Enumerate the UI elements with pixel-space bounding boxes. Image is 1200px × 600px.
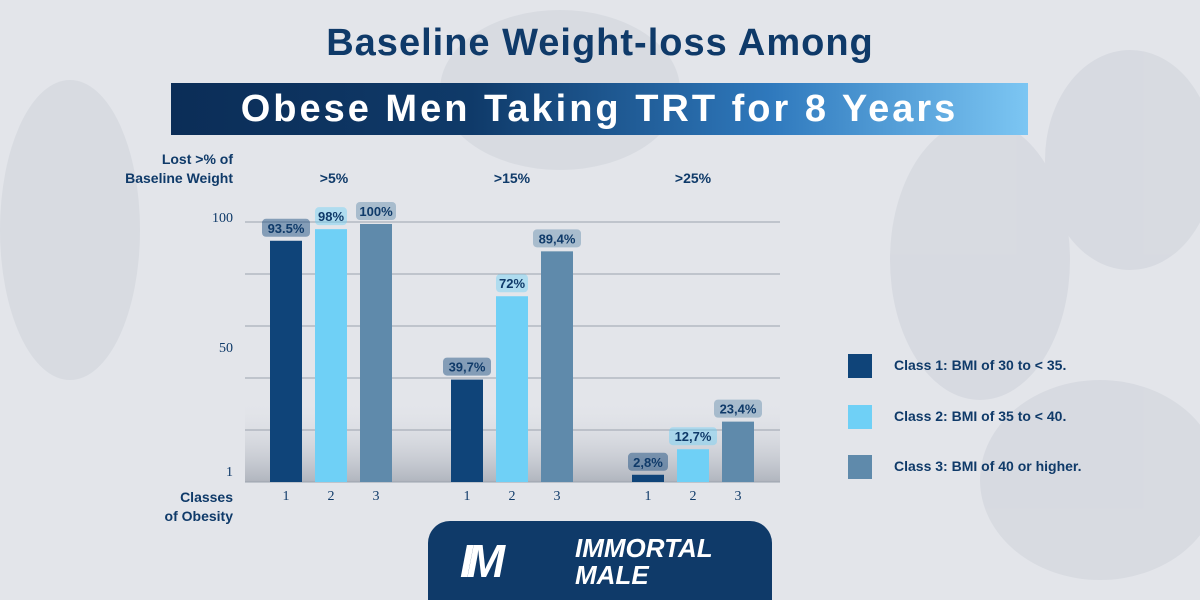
class-tick-label: 2: [328, 489, 335, 504]
data-label-bg: [714, 399, 762, 418]
data-label: 93.5%: [268, 221, 305, 236]
data-label-bg: [356, 202, 396, 220]
legend-label: Class 2: BMI of 35 to < 40.: [894, 408, 1067, 424]
class-tick-label: 2: [509, 489, 516, 504]
bar: [270, 240, 302, 482]
data-label: 100%: [359, 204, 393, 219]
class-tick-label: 2: [690, 489, 697, 504]
bar: [541, 251, 573, 482]
class-tick-label: 3: [735, 489, 742, 504]
data-label-bg: [496, 274, 528, 293]
title-banner: [171, 83, 1028, 135]
data-label: 98%: [318, 209, 344, 224]
legend-swatch: [848, 455, 872, 479]
logo-line2: MALE: [575, 560, 649, 590]
data-label-bg: [262, 218, 310, 237]
bar: [677, 449, 709, 482]
class-tick-label: 1: [645, 489, 652, 504]
data-label: 2,8%: [633, 455, 663, 470]
y-axis-title: Lost >% of Baseline Weight: [40, 150, 233, 188]
bar: [360, 224, 392, 482]
legend-label: Class 3: BMI of 40 or higher.: [894, 458, 1082, 474]
brand-logo: [428, 521, 772, 600]
x-axis-title-line1: Classes: [180, 489, 233, 505]
bar: [632, 474, 664, 482]
class-tick-label: 3: [554, 489, 561, 504]
y-tick-label: 50: [219, 341, 233, 356]
data-label: 23,4%: [720, 402, 757, 417]
data-label: 39,7%: [449, 360, 486, 375]
class-tick-label: 1: [464, 489, 471, 504]
chart-title: Baseline Weight-loss Among: [326, 22, 874, 64]
data-label-bg: [628, 452, 668, 471]
bar: [496, 296, 528, 482]
chart-subtitle: Obese Men Taking TRT for 8 Years: [240, 88, 959, 130]
x-axis-title: Classes of Obesity: [40, 488, 233, 526]
bar: [315, 229, 347, 482]
y-axis-title-line1: Lost >% of: [161, 151, 233, 167]
data-label-bg: [669, 427, 717, 446]
data-label: 89,4%: [539, 231, 576, 246]
y-tick-label: 100: [212, 211, 233, 226]
data-label: 72%: [499, 276, 525, 291]
logo-line1: IMMORTAL: [575, 533, 713, 563]
y-axis-title-line2: Baseline Weight: [125, 170, 233, 186]
data-label-bg: [443, 357, 491, 376]
group-header: >5%: [320, 170, 349, 186]
y-tick-label: 1: [226, 465, 233, 480]
data-label-bg: [533, 229, 581, 248]
legend-swatch: [848, 405, 872, 429]
legend-label: Class 1: BMI of 30 to < 35.: [894, 357, 1067, 373]
group-header: >25%: [675, 170, 712, 186]
x-axis-title-line2: of Obesity: [164, 508, 233, 524]
logo-mark: IM: [460, 535, 505, 587]
class-tick-label: 1: [283, 489, 290, 504]
bar: [722, 421, 754, 482]
bar: [451, 379, 483, 482]
data-label: 12,7%: [675, 429, 712, 444]
class-tick-label: 3: [373, 489, 380, 504]
logo-wordmark: IMMORTAL MALE: [575, 535, 713, 589]
legend-swatch: [848, 354, 872, 378]
data-label-bg: [315, 207, 347, 226]
group-header: >15%: [494, 170, 531, 186]
